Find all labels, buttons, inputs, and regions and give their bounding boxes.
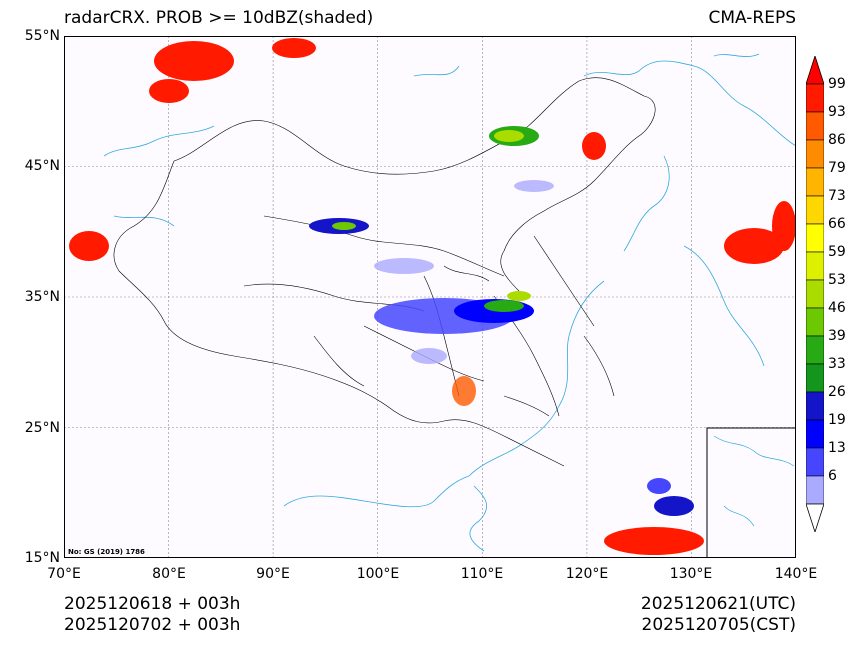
lon-label-120: 120°E (565, 566, 609, 582)
coastline (103, 53, 796, 552)
valid-time-cst: 2025120705(CST) (641, 615, 796, 635)
chart-title: radarCRX. PROB >= 10dBZ(shaded) (64, 8, 374, 28)
cbar-label-79: 79 (828, 160, 846, 176)
colorbar-segment-46 (805, 307, 825, 337)
colorbar-segment-79 (805, 167, 825, 197)
colorbar-segment-13 (805, 447, 825, 477)
map-panel (64, 36, 796, 558)
colorbar-min-extend (805, 503, 825, 534)
lon-label-130: 130°E (669, 566, 713, 582)
valid-time-block: 2025120621(UTC) 2025120705(CST) (641, 594, 796, 636)
cbar-label-99: 99 (828, 76, 846, 92)
colorbar-svg (805, 54, 825, 534)
cbar-label-73: 73 (828, 188, 846, 204)
valid-time-utc: 2025120621(UTC) (640, 594, 796, 614)
cbar-label-33: 33 (828, 356, 846, 372)
probability-shading (69, 38, 796, 555)
colorbar-segment-53 (805, 279, 825, 309)
model-name: CMA-REPS (708, 8, 796, 28)
colorbar-segment-26 (805, 391, 825, 421)
colorbar-segment-73 (805, 195, 825, 225)
colorbar-segment-99 (805, 83, 825, 113)
cbar-label-26: 26 (828, 384, 846, 400)
lat-label-35: 35°N (24, 289, 60, 305)
south-china-sea-inset (706, 427, 796, 558)
colorbar-segment-33 (805, 363, 825, 393)
lon-label-140: 140°E (774, 566, 818, 582)
colorbar-segment-6 (805, 475, 825, 505)
map-approval-number: No: GS (2019) 1786 (68, 548, 145, 556)
map-svg (64, 36, 796, 558)
colorbar-segment-66 (805, 223, 825, 253)
cbar-label-59: 59 (828, 244, 846, 260)
cbar-label-19: 19 (828, 412, 846, 428)
colorbar-segment-86 (805, 139, 825, 169)
lat-label-55: 55°N (24, 28, 60, 44)
init-time-cst: 2025120702 + 003h (64, 615, 241, 635)
lon-label-90: 90°E (256, 566, 290, 582)
colorbar (805, 54, 825, 534)
cbar-label-53: 53 (828, 272, 846, 288)
cbar-label-39: 39 (828, 328, 846, 344)
init-time-block: 2025120618 + 003h 2025120702 + 003h (64, 594, 240, 636)
init-time-utc: 2025120618 + 003h (64, 594, 241, 614)
graticule (64, 36, 796, 558)
colorbar-segment-59 (805, 251, 825, 281)
cbar-label-93: 93 (828, 104, 846, 120)
colorbar-segment-93 (805, 111, 825, 141)
colorbar-segment-19 (805, 419, 825, 449)
cbar-label-66: 66 (828, 216, 846, 232)
lat-label-15: 15°N (24, 550, 60, 566)
cbar-label-86: 86 (828, 132, 846, 148)
colorbar-segment-39 (805, 335, 825, 365)
lon-label-70: 70°E (47, 566, 81, 582)
lat-label-25: 25°N (24, 420, 60, 436)
cbar-label-6: 6 (828, 468, 837, 484)
lon-label-110: 110°E (460, 566, 504, 582)
map-border (64, 36, 796, 558)
lon-label-100: 100°E (356, 566, 400, 582)
lat-label-45: 45°N (24, 158, 60, 174)
lon-label-80: 80°E (152, 566, 186, 582)
cbar-label-46: 46 (828, 300, 846, 316)
cbar-label-13: 13 (828, 440, 846, 456)
colorbar-max-extend (805, 54, 825, 85)
